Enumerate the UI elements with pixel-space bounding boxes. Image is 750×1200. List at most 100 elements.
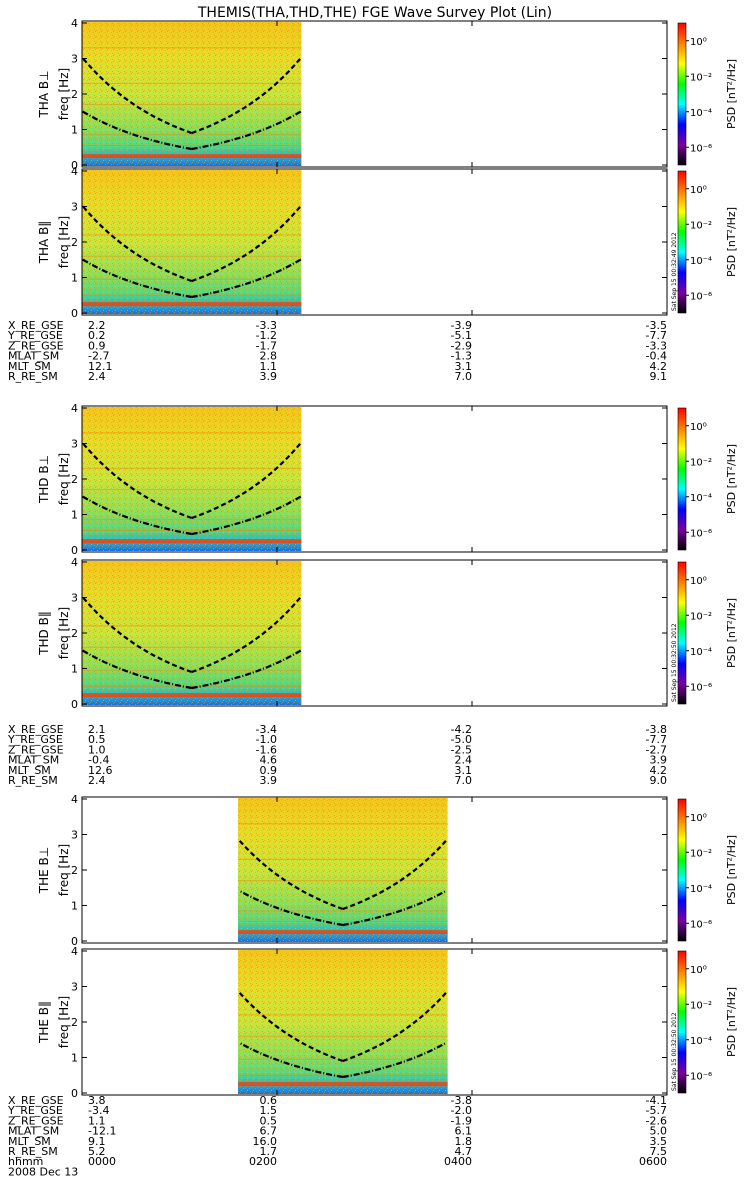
frequency-curve <box>81 495 192 536</box>
spectrogram <box>238 798 448 942</box>
ephemeris-value: -1.0 <box>256 733 277 746</box>
spectrogram-noise <box>238 950 448 1094</box>
time-tick-label: 0000 <box>88 1155 116 1168</box>
panel-label: THE B⊥ <box>37 847 51 894</box>
colorbar-tick-label: 10⁻⁶ <box>690 528 712 539</box>
spectral-band <box>82 144 302 146</box>
spectral-band <box>238 920 448 922</box>
spectral-band <box>238 858 448 860</box>
spectral-band <box>238 1014 448 1016</box>
frequency-curve <box>342 889 448 927</box>
ephemeris-value: -1.2 <box>256 329 277 342</box>
ephemeris-value: -1.9 <box>451 1114 472 1127</box>
ephemeris-row-label: MLAT_SM <box>8 1125 59 1138</box>
ephemeris-tables: X_RE_GSE 2.2 -3.3 -3.9 -3.5 Y_RE_GSE 0.2 -1.2 -5… <box>7 319 667 1158</box>
date-label: 2008 Dec 13 <box>8 1165 78 1178</box>
ephemeris-value: -12.1 <box>88 1125 116 1138</box>
spectrogram-noise <box>82 170 302 314</box>
frequency-curve <box>191 205 302 283</box>
ephemeris-thd: X_RE_GSE 2.1 -3.4 -4.2 -3.8 Y_RE_GSE 0.5 -1.0 -5… <box>7 723 667 787</box>
ephemeris-value: -7.7 <box>646 733 667 746</box>
panel-label: THA B⊥ <box>37 70 51 118</box>
frequency-curve <box>191 258 302 299</box>
spectral-band <box>238 1058 448 1060</box>
colorbar-tick-label: 10⁻⁶ <box>690 919 712 930</box>
time-row-label: hhmm <box>8 1155 43 1168</box>
ephemeris-value: 2.8 <box>260 350 278 363</box>
ephemeris-value: -3.8 <box>646 723 667 736</box>
colorbar-tick-label: 10⁻⁴ <box>690 884 712 895</box>
frequency-curve <box>342 991 448 1063</box>
y-tick-label: 3 <box>71 438 78 451</box>
colorbar-tick-label: 10⁻⁴ <box>690 256 712 267</box>
panel-the-perp: 0 1 2 3 4 THE B⊥ freq [Hz] 10⁰ 10⁻² 10⁻⁴ 10⁻⁶ PSD [… <box>37 793 738 948</box>
ephemeris-value: 1.5 <box>260 1104 278 1117</box>
spectral-band <box>82 693 302 698</box>
spectral-band <box>82 539 302 544</box>
ephemeris-row-label: R_RE_SM <box>8 1145 58 1158</box>
spectral-band <box>238 1074 448 1076</box>
y-tick-label: 4 <box>71 793 78 806</box>
ephemeris-value: 3.1 <box>455 764 473 777</box>
spectral-band <box>82 234 302 236</box>
ephemeris-value: 4.7 <box>455 1145 473 1158</box>
colorbar-label: PSD [nT²/Hz] <box>725 444 738 514</box>
frequency-curve <box>81 596 193 674</box>
y-tick-label: 0 <box>71 159 78 172</box>
colorbar <box>677 22 687 166</box>
ephemeris-value: 1.0 <box>88 743 106 756</box>
ephemeris-value: 4.6 <box>260 754 278 767</box>
spectrogram <box>81 170 302 314</box>
ephemeris-row-label: MLAT_SM <box>8 350 59 363</box>
spectral-band <box>82 104 302 106</box>
colorbar-tick-label: 10⁻² <box>690 1000 712 1011</box>
spectrogram-noise <box>82 22 302 166</box>
spectrogram <box>238 950 448 1094</box>
ephemeris-value: 2.4 <box>455 754 473 767</box>
ephemeris-value: -5.7 <box>646 1104 667 1117</box>
ephemeris-value: 3.1 <box>455 360 473 373</box>
ephemeris-value: 12.1 <box>88 360 113 373</box>
colorbar <box>677 561 687 705</box>
frequency-curve <box>238 889 343 927</box>
spectral-band <box>82 669 302 671</box>
panel-tha-perp: 0 1 2 3 4 THA B⊥ freq [Hz] 10⁰ 10⁻² 10⁻⁴ 10⁻⁶ PSD [… <box>37 17 738 172</box>
ephemeris-value: 3.9 <box>650 754 668 767</box>
spectral-band <box>82 685 302 687</box>
y-tick-label: 1 <box>71 509 78 522</box>
y-axis-label: freq [Hz] <box>57 68 71 120</box>
spectral-band <box>82 529 302 531</box>
ephemeris-value: 1.1 <box>88 1114 106 1127</box>
frequency-curve <box>81 57 193 135</box>
y-tick-label: 1 <box>71 272 78 285</box>
frequency-curve <box>191 495 302 536</box>
panel-label: THE B‖ <box>37 1001 51 1044</box>
colorbar-tick-label: 10⁻² <box>690 611 712 622</box>
spectral-band <box>82 467 302 469</box>
colorbar-label: PSD [nT²/Hz] <box>725 598 738 668</box>
ephemeris-value: -3.3 <box>646 339 667 352</box>
colorbar-tick-label: 10⁻⁶ <box>690 1071 712 1082</box>
spectral-band <box>82 255 302 257</box>
ephemeris-value: -1.6 <box>256 743 277 756</box>
frequency-curve <box>191 649 302 690</box>
colorbar-tick-label: 10⁰ <box>690 422 707 433</box>
ephemeris-value: -2.5 <box>451 743 472 756</box>
y-tick-label: 1 <box>71 900 78 913</box>
spectrogram <box>81 22 302 166</box>
spectral-band <box>82 134 302 136</box>
ephemeris-row-label: Y_RE_GSE <box>7 329 63 342</box>
timestamp-stamp: Sat Sep 15 00:32:49 2012 <box>671 232 678 311</box>
timestamp-stamp: Sat Sep 15 00:32:50 2012 <box>671 1012 678 1091</box>
y-tick-label: 0 <box>71 698 78 711</box>
ephemeris-row-label: X_RE_GSE <box>8 723 64 736</box>
y-tick-label: 2 <box>71 1016 78 1029</box>
spectrogram-noise <box>82 561 302 705</box>
spectral-band <box>82 646 302 648</box>
ephemeris-value: -0.4 <box>88 754 109 767</box>
ephemeris-value: -3.5 <box>646 319 667 332</box>
frequency-curve <box>238 991 344 1063</box>
ephemeris-value: -3.3 <box>256 319 277 332</box>
ephemeris-value: -2.0 <box>451 1104 472 1117</box>
